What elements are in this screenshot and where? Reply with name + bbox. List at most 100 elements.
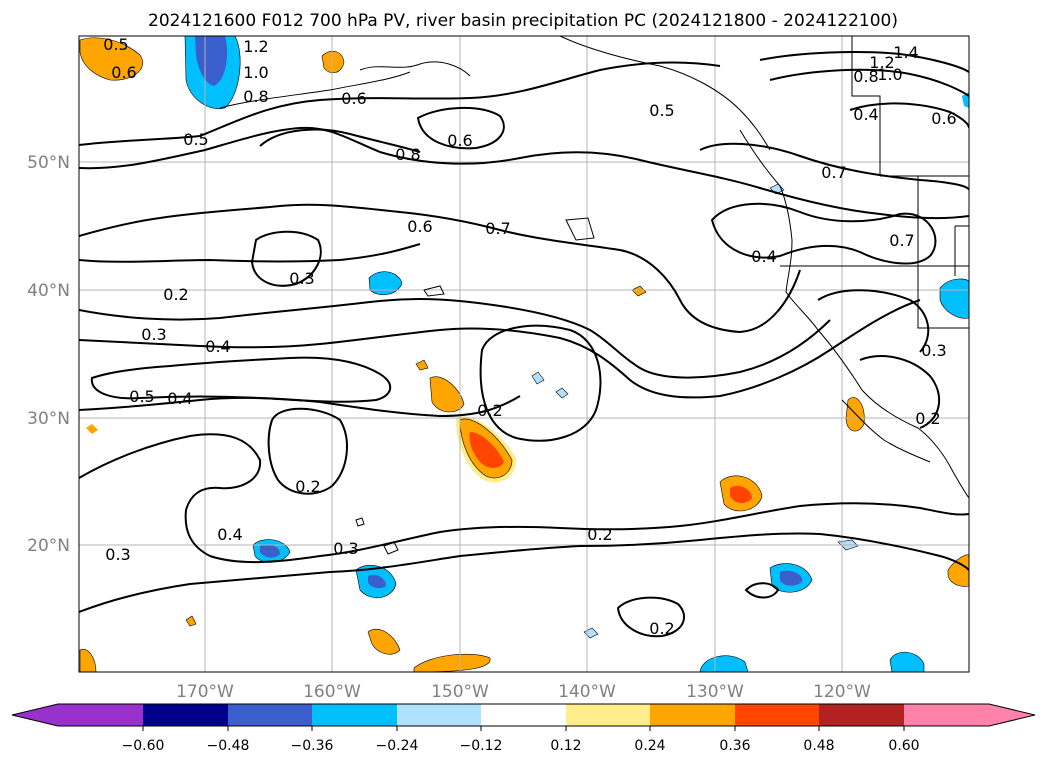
colorbar-tick-label: −0.24 bbox=[376, 738, 419, 754]
coastline-aleutians bbox=[219, 71, 411, 109]
lon-labels: 170°W 160°W 150°W 140°W 130°W 120°W bbox=[176, 682, 871, 702]
colorbar-segment bbox=[735, 704, 819, 726]
shade-positive-strong bbox=[730, 485, 752, 504]
lat-label: 40°N bbox=[27, 281, 70, 301]
colorbar-tick-label: 0.60 bbox=[888, 738, 919, 754]
pv-contour bbox=[849, 102, 969, 129]
contour-label: 0.6 bbox=[931, 109, 956, 128]
island bbox=[565, 217, 595, 241]
colorbar-tick-label: 0.48 bbox=[803, 738, 834, 754]
pv-contour bbox=[79, 395, 521, 418]
pv-contour bbox=[79, 243, 421, 263]
lon-label: 130°W bbox=[686, 682, 744, 702]
coastline-baja bbox=[841, 399, 931, 463]
contour-label: 1.0 bbox=[243, 63, 268, 82]
contour-label: 0.6 bbox=[447, 131, 472, 150]
contour-label: 0.4 bbox=[217, 525, 242, 544]
contour-label: 1.4 bbox=[893, 43, 918, 62]
map-frame bbox=[78, 35, 970, 673]
colorbar: −0.60 −0.48 −0.36 −0.24 −0.12 0.12 0.24 … bbox=[11, 703, 1036, 754]
colorbar-tick-label: 0.36 bbox=[719, 738, 750, 754]
contour-label: 0.6 bbox=[111, 63, 136, 82]
lon-label: 150°W bbox=[431, 682, 489, 702]
map-background bbox=[79, 36, 969, 672]
colorbar-outline bbox=[11, 703, 1036, 727]
contour-label: 0.3 bbox=[921, 341, 946, 360]
shade-positive bbox=[185, 615, 197, 627]
pv-contour bbox=[479, 324, 602, 442]
pv-contour bbox=[250, 230, 322, 287]
colorbar-tick-label: −0.36 bbox=[291, 738, 334, 754]
pv-contour bbox=[710, 202, 937, 265]
pv-contour bbox=[744, 582, 780, 599]
colorbar-segment bbox=[481, 704, 566, 726]
shade-negative-strong bbox=[780, 570, 803, 586]
pv-contour bbox=[699, 142, 969, 191]
border-state bbox=[954, 225, 969, 276]
colorbar-ticks bbox=[142, 726, 905, 731]
colorbar-tick-label: −0.48 bbox=[207, 738, 250, 754]
colorbar-segment bbox=[819, 704, 904, 726]
shade-positive bbox=[321, 50, 345, 74]
lat-labels: 50°N 40°N 30°N 20°N bbox=[27, 153, 70, 556]
coastline-alaska-south bbox=[559, 36, 771, 151]
contour-label: 0.2 bbox=[915, 409, 940, 428]
contour-label: 0.4 bbox=[167, 389, 192, 408]
pv-contour bbox=[79, 203, 801, 334]
contour-label: 0.2 bbox=[649, 619, 674, 638]
contour-label: 0.7 bbox=[821, 163, 846, 182]
pv-contour bbox=[259, 128, 421, 153]
map-title: 2024121600 F012 700 hPa PV, river basin … bbox=[148, 11, 898, 31]
contour-label: 0.4 bbox=[853, 105, 878, 124]
contour-label: 0.3 bbox=[333, 539, 358, 558]
shade-positive bbox=[79, 648, 97, 672]
pv-contour bbox=[90, 356, 391, 403]
border-province bbox=[851, 36, 881, 176]
contour-label: 1.2 bbox=[243, 37, 268, 56]
contour-label: 0.5 bbox=[103, 35, 128, 54]
coastlines bbox=[219, 36, 969, 555]
precip-shading bbox=[79, 36, 969, 672]
pv-contour bbox=[79, 433, 969, 564]
pv-contour bbox=[817, 289, 930, 353]
contour-label: 0.7 bbox=[485, 219, 510, 238]
shade-positive bbox=[429, 376, 465, 413]
contour-label: 0.2 bbox=[587, 525, 612, 544]
shade-positive bbox=[415, 359, 429, 371]
shade-negative bbox=[699, 655, 749, 672]
lat-label: 20°N bbox=[27, 536, 70, 556]
pv-contour bbox=[769, 68, 969, 97]
coastline-alaska bbox=[359, 61, 471, 77]
gridlines bbox=[79, 36, 969, 672]
lat-label: 50°N bbox=[27, 153, 70, 173]
pv-contour bbox=[79, 298, 831, 379]
contour-label: 1.0 bbox=[877, 65, 902, 84]
shade-positive-strong bbox=[469, 432, 504, 468]
shade-positive bbox=[947, 554, 969, 587]
colorbar-segment bbox=[566, 704, 650, 726]
colorbar-tick-label: 0.24 bbox=[634, 738, 665, 754]
colorbar-segment bbox=[397, 704, 481, 726]
map-panel: 1.2 1.0 0.8 0.6 0.5 0.5 0.6 0.8 0.6 0.7 … bbox=[27, 35, 970, 702]
shade-negative-light bbox=[555, 387, 569, 399]
pv-contours bbox=[79, 51, 969, 638]
contour-label: 0.5 bbox=[183, 130, 208, 149]
colorbar-labels: −0.60 −0.48 −0.36 −0.24 −0.12 0.12 0.24 … bbox=[122, 738, 920, 754]
contour-label: 0.3 bbox=[289, 269, 314, 288]
shade-positive bbox=[367, 628, 401, 655]
colorbar-extend-high bbox=[989, 704, 1035, 726]
shade-negative bbox=[368, 271, 403, 296]
contour-label: 0.6 bbox=[407, 217, 432, 236]
contour-label: 0.2 bbox=[163, 285, 188, 304]
colorbar-segment bbox=[58, 704, 143, 726]
colorbar-extend-low bbox=[12, 704, 58, 726]
pv-contour bbox=[759, 51, 969, 73]
lon-label: 120°W bbox=[813, 682, 871, 702]
lon-label: 170°W bbox=[176, 682, 234, 702]
colorbar-segment bbox=[312, 704, 397, 726]
pv-contour bbox=[859, 355, 940, 429]
contour-label: 0.3 bbox=[141, 325, 166, 344]
pv-contour bbox=[79, 126, 969, 220]
colorbar-tick-label: −0.60 bbox=[122, 738, 165, 754]
